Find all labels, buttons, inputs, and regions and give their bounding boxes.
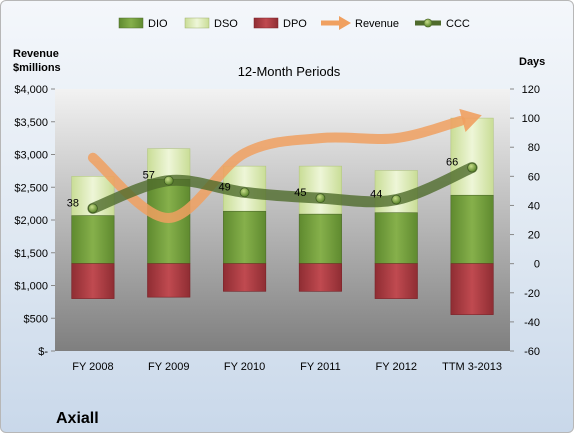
- ccc-series: 38 57 49 45 44 66: [67, 157, 478, 214]
- legend-item-ccc: CCC: [415, 18, 470, 30]
- bar-dpo: [147, 263, 191, 298]
- right-axis-title: Days: [519, 56, 545, 68]
- revenue-series: [87, 108, 482, 224]
- chart-title: 12-Month Periods: [238, 64, 341, 79]
- legend-item-revenue: Revenue: [321, 16, 399, 30]
- right-tick-label: -20: [524, 288, 540, 300]
- right-tick-label: 120: [522, 84, 540, 96]
- right-tick-label: 60: [528, 171, 540, 183]
- left-tick-label: $-: [38, 346, 48, 358]
- ccc-data-label: 45: [294, 187, 306, 199]
- right-tick-label: 0: [534, 259, 540, 271]
- bar-dso: [147, 148, 191, 180]
- legend-label-revenue: Revenue: [355, 18, 399, 30]
- ccc-data-label: 38: [67, 197, 79, 209]
- legend-item-dpo: DPO: [253, 17, 307, 30]
- revenue-arrowhead: [459, 108, 482, 132]
- category-label: FY 2008: [72, 361, 113, 373]
- bar-dio: [298, 213, 342, 264]
- bar-dso: [450, 117, 494, 196]
- bar-dpo: [298, 263, 342, 292]
- category-label: FY 2009: [148, 361, 189, 373]
- left-tick-label: $1,000: [14, 281, 48, 293]
- left-tick-label: $2,500: [14, 182, 48, 194]
- category-label: FY 2010: [224, 361, 265, 373]
- bar-dpo: [223, 263, 267, 292]
- legend-item-dso: DSO: [184, 17, 238, 30]
- ccc-data-label: 49: [218, 181, 230, 193]
- ccc-data-label: 44: [370, 189, 382, 201]
- right-tick-label: 80: [528, 142, 540, 154]
- left-tick-label: $3,000: [14, 150, 48, 162]
- left-tick-label: $4,000: [14, 84, 48, 96]
- ccc-point: [163, 175, 174, 186]
- bar-dio: [223, 210, 267, 264]
- legend-label-ccc: CCC: [446, 18, 470, 30]
- left-tick-label: $500: [24, 313, 48, 325]
- legend-item-dio: DIO: [118, 17, 168, 30]
- category-label: TTM 3-2013: [442, 361, 502, 373]
- ccc-point: [239, 187, 250, 198]
- left-tick-label: $1,500: [14, 248, 48, 260]
- category-axis: FY 2008 FY 2009 FY 2010 FY 2011 FY 2012 TTM 3…: [72, 361, 502, 373]
- left-tick-label: $2,000: [14, 215, 48, 227]
- right-tick-label: 100: [522, 113, 540, 125]
- legend-label-dso: DSO: [214, 18, 238, 30]
- company-name: Axiall: [56, 410, 99, 427]
- category-label: FY 2011: [300, 361, 341, 373]
- bar-dio: [450, 194, 494, 264]
- revenue-line: [87, 115, 466, 224]
- left-axis-title-line2: $millions: [13, 62, 61, 74]
- legend: DIO DSO DPO Revenue CCC: [118, 16, 470, 30]
- legend-label-dpo: DPO: [283, 18, 307, 30]
- right-axis: -60 -40 -20 0 20 40 60 80 100 120: [510, 84, 540, 358]
- ccc-point: [88, 203, 98, 214]
- bar-dpo: [450, 263, 494, 315]
- bar-dpo: [71, 263, 115, 299]
- bar-dio: [374, 212, 418, 264]
- right-tick-label: 20: [528, 230, 540, 242]
- ccc-data-label: 57: [143, 170, 155, 182]
- right-tick-label: -60: [524, 346, 540, 358]
- left-axis: $- $500 $1,000 $1,500 $2,000 $2,500 $3,000 $3,5…: [14, 84, 55, 358]
- bar-dso: [298, 165, 342, 215]
- left-tick-label: $3,500: [14, 117, 48, 129]
- ccc-data-label: 66: [446, 157, 458, 169]
- right-tick-label: -40: [524, 317, 540, 329]
- legend-label-dio: DIO: [148, 18, 168, 30]
- left-axis-title-line1: Revenue: [13, 48, 59, 60]
- ccc-point: [467, 162, 477, 173]
- bar-dio: [71, 215, 115, 264]
- ccc-point: [315, 193, 326, 204]
- ccc-line: [87, 162, 478, 214]
- ccc-point: [391, 194, 402, 205]
- category-label: FY 2012: [376, 361, 417, 373]
- right-tick-label: 40: [528, 200, 540, 212]
- bar-dpo: [374, 263, 418, 299]
